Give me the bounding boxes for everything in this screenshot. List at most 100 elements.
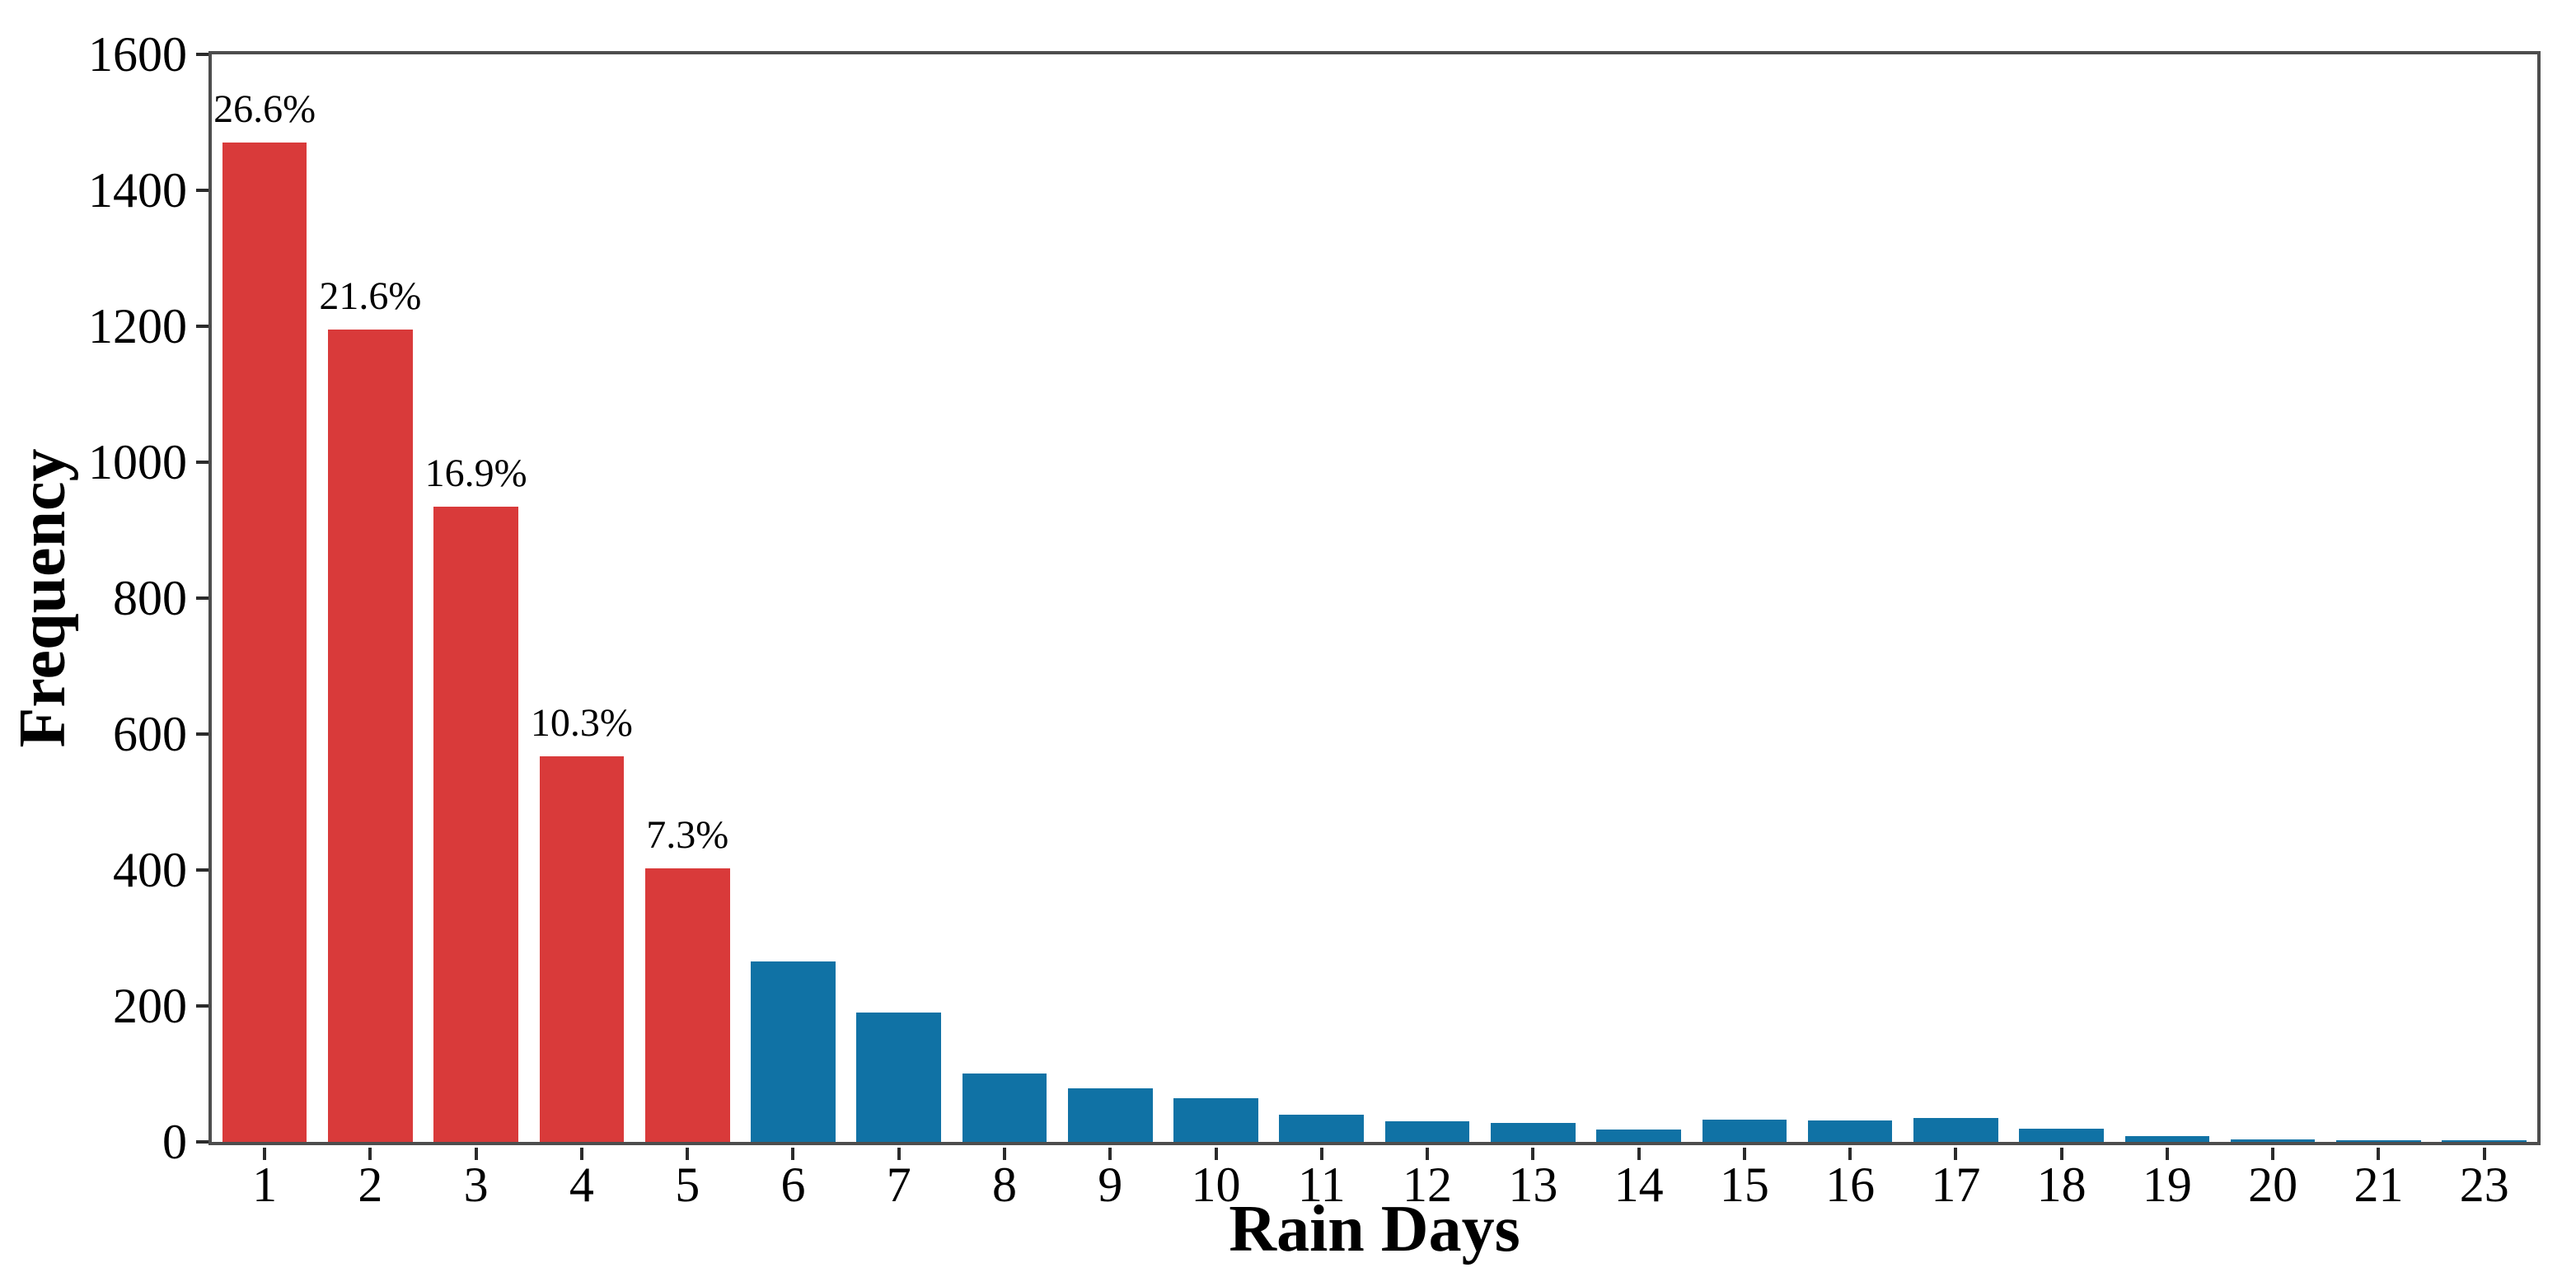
y-tick-mark <box>196 461 208 464</box>
bar-slot-3: 16.9% 3 <box>424 54 529 1209</box>
bar-slot-5: 7.3% 5 <box>635 54 740 1209</box>
bar-slot-4: 10.3% 4 <box>529 54 635 1209</box>
x-tick-mark <box>1742 1148 1746 1160</box>
bar-slot-16: 16 <box>1797 54 1903 1209</box>
x-tick-mark <box>368 1148 372 1160</box>
bar-slot-13: 13 <box>1480 54 1585 1209</box>
bar-slot-7: 7 <box>846 54 952 1209</box>
y-tick-mark <box>196 868 208 872</box>
x-tick-label-12: 12 <box>1403 1158 1453 1212</box>
bar-slot-12: 12 <box>1375 54 1480 1209</box>
bar-14 <box>1596 1130 1681 1142</box>
y-tick-label: 1600 <box>88 27 187 82</box>
x-tick-mark <box>1637 1148 1641 1160</box>
bar-1 <box>222 143 307 1142</box>
bar-9 <box>1067 1088 1153 1142</box>
x-tick-label-7: 7 <box>886 1158 911 1212</box>
bar-slot-21: 21 <box>2325 54 2431 1209</box>
x-tick-label-14: 14 <box>1614 1158 1664 1212</box>
x-tick-mark <box>263 1148 267 1160</box>
y-tick-mark <box>196 1140 208 1144</box>
x-tick-mark <box>1954 1148 1958 1160</box>
y-tick-label: 0 <box>162 1115 187 1169</box>
x-tick-mark <box>1848 1148 1852 1160</box>
percent-label-4: 10.3% <box>530 701 633 746</box>
x-tick-mark <box>474 1148 478 1160</box>
bar-slot-6: 6 <box>740 54 845 1209</box>
y-tick-mark <box>196 732 208 736</box>
bar-slot-18: 18 <box>2009 54 2115 1209</box>
x-axis-title: Rain Days <box>1229 1193 1520 1265</box>
x-tick-mark <box>1002 1148 1006 1160</box>
x-tick-mark <box>1214 1148 1218 1160</box>
percent-label-1: 26.6% <box>213 87 316 132</box>
bar-3 <box>433 507 518 1142</box>
bar-20 <box>2230 1139 2316 1142</box>
y-tick-label: 800 <box>113 571 187 625</box>
x-tick-label-21: 21 <box>2354 1158 2404 1212</box>
x-tick-label-3: 3 <box>463 1158 489 1212</box>
x-tick-label-15: 15 <box>1719 1158 1769 1212</box>
y-tick-mark <box>196 189 208 192</box>
y-tick-label: 1400 <box>88 163 187 218</box>
x-tick-label-1: 1 <box>252 1158 278 1212</box>
y-tick-label: 400 <box>113 843 187 897</box>
bar-slot-14: 14 <box>1585 54 1691 1209</box>
x-tick-mark <box>2377 1148 2381 1160</box>
bar-slot-15: 15 <box>1692 54 1797 1209</box>
y-tick-mark <box>196 1004 208 1008</box>
x-tick-mark <box>2271 1148 2275 1160</box>
bar-16 <box>1807 1120 1893 1142</box>
x-tick-label-6: 6 <box>780 1158 806 1212</box>
bar-15 <box>1702 1119 1787 1142</box>
bar-18 <box>2019 1128 2104 1142</box>
x-tick-label-2: 2 <box>358 1158 383 1212</box>
bar-8 <box>962 1073 1047 1142</box>
x-tick-label-20: 20 <box>2248 1158 2298 1212</box>
bar-19 <box>2124 1136 2210 1142</box>
y-tick-mark <box>196 53 208 56</box>
bar-slot-20: 20 <box>2220 54 2325 1209</box>
x-tick-label-4: 4 <box>569 1158 594 1212</box>
x-tick-label-5: 5 <box>675 1158 700 1212</box>
x-tick-label-17: 17 <box>1931 1158 1981 1212</box>
x-tick-label-18: 18 <box>2036 1158 2087 1212</box>
bar-12 <box>1384 1121 1470 1142</box>
bar-slot-19: 19 <box>2115 54 2220 1209</box>
plot-area: 0 200 400 600 800 1000 1200 1400 1600 26.6% 1 21.6… <box>88 30 2541 1209</box>
x-tick-mark <box>579 1148 583 1160</box>
x-tick-mark <box>791 1148 795 1160</box>
x-tick-mark <box>2165 1148 2169 1160</box>
x-tick-mark <box>2482 1148 2486 1160</box>
x-tick-mark <box>686 1148 690 1160</box>
bar-23 <box>2442 1139 2527 1142</box>
x-tick-label-13: 13 <box>1508 1158 1558 1212</box>
x-tick-mark <box>1108 1148 1112 1160</box>
y-tick-label: 1200 <box>88 299 187 353</box>
bar-21 <box>2336 1140 2421 1142</box>
x-tick-label-9: 9 <box>1098 1158 1123 1212</box>
bar-slot-11: 11 <box>1269 54 1375 1209</box>
bar-slot-10: 10 <box>1163 54 1268 1209</box>
bar-7 <box>856 1013 942 1142</box>
bar-slot-8: 8 <box>952 54 1057 1209</box>
bars-container: 26.6% 1 21.6% 2 16.9% 3 10.3% 4 7.3% 5 6 7 8 9 10 11 12 1… <box>212 54 2537 1209</box>
y-tick-mark <box>196 596 208 600</box>
x-tick-label-11: 11 <box>1297 1158 1346 1212</box>
x-tick-label-19: 19 <box>2142 1158 2192 1212</box>
bar-17 <box>1913 1118 1998 1142</box>
bar-2 <box>328 330 413 1142</box>
bar-slot-2: 21.6% 2 <box>317 54 423 1209</box>
bar-13 <box>1491 1122 1576 1142</box>
y-tick-label: 200 <box>113 979 187 1033</box>
x-tick-label-23: 23 <box>2459 1158 2509 1212</box>
x-tick-mark <box>897 1148 901 1160</box>
y-tick-mark <box>196 325 208 328</box>
bar-4 <box>539 756 625 1142</box>
bar-5 <box>644 868 730 1142</box>
bar-slot-9: 9 <box>1057 54 1163 1209</box>
bar-slot-17: 17 <box>1903 54 2008 1209</box>
x-tick-label-10: 10 <box>1191 1158 1241 1212</box>
bar-slot-23: 23 <box>2432 54 2537 1209</box>
